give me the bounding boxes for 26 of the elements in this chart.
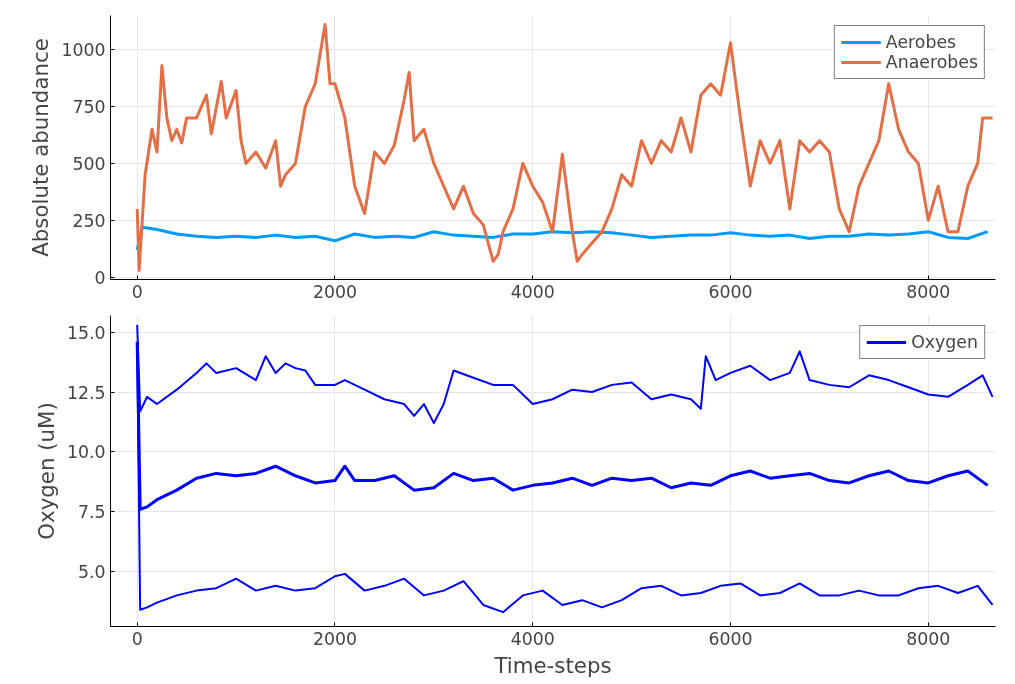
y-tick-label: 7.5 [77, 502, 106, 523]
legend-label: Oxygen [911, 332, 978, 352]
y-tick-label: 1000 [61, 40, 106, 61]
y-tick-label: 10.0 [66, 442, 106, 463]
y-tick-label: 12.5 [66, 382, 106, 403]
y-tick-label: 0 [94, 267, 106, 288]
x-tick-label: 8000 [906, 628, 951, 649]
x-tick-label: 6000 [708, 628, 753, 649]
x-tick-label: 0 [131, 628, 143, 649]
x-tick-label: 8000 [906, 281, 951, 302]
x-tick-label: 4000 [510, 281, 555, 302]
legend-label: Anaerobes [885, 52, 978, 72]
y-axis-title: Oxygen (uM) [33, 402, 59, 540]
y-axis-title: Absolute abundance [28, 38, 54, 257]
x-tick-label: 4000 [510, 628, 555, 649]
y-tick-label: 750 [72, 97, 106, 118]
y-tick-label: 5.0 [77, 561, 106, 582]
y-tick-label: 15.0 [66, 322, 106, 343]
y-tick-label: 250 [72, 210, 106, 231]
y-tick-label: 500 [72, 153, 106, 174]
x-tick-label: 0 [131, 281, 143, 302]
x-tick-label: 2000 [312, 628, 358, 649]
legend-label: Aerobes [885, 32, 957, 52]
x-tick-label: 2000 [312, 281, 358, 302]
x-tick-label: 6000 [708, 281, 753, 302]
x-axis-title: Time-steps [493, 652, 612, 678]
